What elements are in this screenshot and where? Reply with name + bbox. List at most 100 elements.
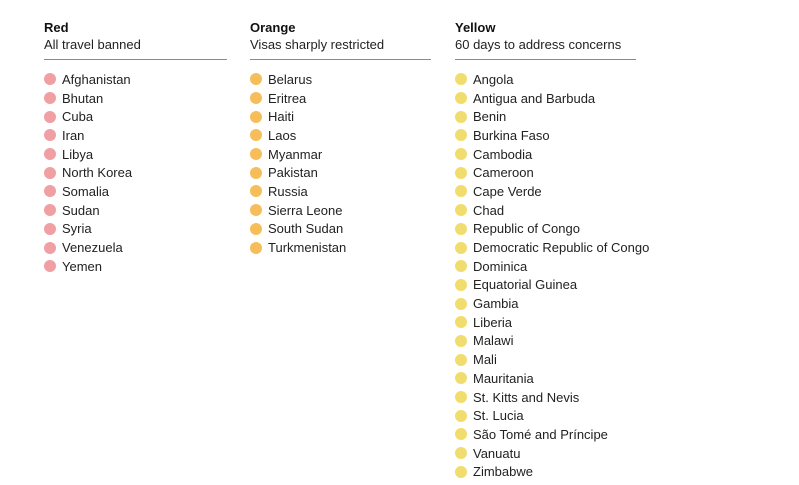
- country-item: Syria: [44, 220, 227, 239]
- yellow-column-title: Yellow: [455, 20, 496, 35]
- orange-dot-icon: [250, 241, 262, 254]
- country-item: Eritrea: [250, 89, 431, 108]
- country-name: Cambodia: [473, 146, 533, 162]
- country-item: São Tomé and Príncipe: [455, 425, 636, 444]
- yellow-dot-icon: [455, 73, 467, 86]
- country-item: Dominica: [455, 257, 636, 276]
- yellow-dot-icon: [455, 372, 467, 385]
- red-dot-icon: [44, 166, 56, 179]
- red-dot-icon: [44, 222, 56, 235]
- orange-column-header: Orange Visas sharply restricted: [250, 20, 431, 60]
- yellow-country-list: Angola Antigua and Barbuda Benin Burkina Fa…: [455, 70, 649, 481]
- country-item: Liberia: [455, 313, 636, 332]
- country-name: Cameroon: [473, 165, 534, 181]
- country-item: Angola: [455, 70, 636, 89]
- country-item: Republic of Congo: [455, 220, 636, 239]
- country-item: Burkina Faso: [455, 126, 636, 145]
- country-name: North Korea: [62, 165, 133, 181]
- orange-column-title: Orange: [250, 20, 296, 35]
- country-item: Somalia: [44, 182, 227, 201]
- country-item: Libya: [44, 145, 227, 164]
- country-name: Chad: [473, 202, 505, 218]
- yellow-dot-icon: [455, 92, 467, 105]
- yellow-dot-icon: [455, 241, 467, 254]
- yellow-dot-icon: [455, 278, 467, 291]
- country-item: Myanmar: [250, 145, 431, 164]
- yellow-dot-icon: [455, 166, 467, 179]
- country-item: Democratic Republic of Congo: [455, 238, 649, 257]
- yellow-dot-icon: [455, 260, 467, 273]
- country-item: Cape Verde: [455, 182, 636, 201]
- country-name: Republic of Congo: [473, 221, 580, 237]
- country-item: Afghanistan: [44, 70, 227, 89]
- yellow-dot-icon: [455, 204, 467, 217]
- orange-dot-icon: [250, 166, 262, 179]
- country-name: Afghanistan: [62, 71, 131, 87]
- country-item: Cambodia: [455, 145, 636, 164]
- country-item: South Sudan: [250, 220, 431, 239]
- country-name: Bhutan: [62, 90, 104, 106]
- country-name: Somalia: [62, 183, 109, 199]
- country-name: Cape Verde: [473, 183, 542, 199]
- country-name: Iran: [62, 127, 85, 143]
- orange-country-list: Belarus Eritrea Haiti Laos Myanmar Pakistan Ru…: [250, 70, 431, 257]
- country-item: Iran: [44, 126, 227, 145]
- yellow-dot-icon: [455, 110, 467, 123]
- country-name: Gambia: [473, 296, 519, 312]
- yellow-dot-icon: [455, 391, 467, 404]
- country-name: Pakistan: [268, 165, 318, 181]
- yellow-dot-icon: [455, 297, 467, 310]
- country-name: Angola: [473, 71, 514, 87]
- country-item: Pakistan: [250, 163, 431, 182]
- yellow-column-header: Yellow 60 days to address concerns: [455, 20, 636, 60]
- yellow-dot-icon: [455, 447, 467, 460]
- orange-dot-icon: [250, 110, 262, 123]
- country-item: Malawi: [455, 332, 636, 351]
- yellow-dot-icon: [455, 428, 467, 441]
- orange-dot-icon: [250, 129, 262, 142]
- yellow-dot-icon: [455, 334, 467, 347]
- yellow-dot-icon: [455, 465, 467, 478]
- country-item: Antigua and Barbuda: [455, 89, 636, 108]
- country-name: Cuba: [62, 109, 94, 125]
- country-item: Mauritania: [455, 369, 636, 388]
- red-dot-icon: [44, 73, 56, 86]
- country-name: Myanmar: [268, 146, 323, 162]
- country-item: Equatorial Guinea: [455, 276, 636, 295]
- country-name: Zimbabwe: [473, 464, 533, 480]
- country-name: Mali: [473, 352, 497, 368]
- country-item: Laos: [250, 126, 431, 145]
- country-item: Gambia: [455, 294, 636, 313]
- orange-column-subtitle: Visas sharply restricted: [250, 37, 385, 52]
- country-name: Sudan: [62, 202, 100, 218]
- country-name: Yemen: [62, 258, 102, 274]
- country-item: Sierra Leone: [250, 201, 431, 220]
- red-dot-icon: [44, 260, 56, 273]
- country-name: Mauritania: [473, 370, 534, 386]
- country-item: Bhutan: [44, 89, 227, 108]
- country-name: Venezuela: [62, 240, 123, 256]
- country-item: Chad: [455, 201, 636, 220]
- red-country-list: Afghanistan Bhutan Cuba Iran Libya North Kore…: [44, 70, 227, 276]
- country-name: Libya: [62, 146, 94, 162]
- red-column-title: Red: [44, 20, 69, 35]
- country-item: Sudan: [44, 201, 227, 220]
- yellow-dot-icon: [455, 353, 467, 366]
- country-name: Dominica: [473, 258, 528, 274]
- yellow-dot-icon: [455, 129, 467, 142]
- red-column-subtitle: All travel banned: [44, 37, 141, 52]
- country-item: North Korea: [44, 163, 227, 182]
- country-name: Malawi: [473, 333, 514, 349]
- orange-dot-icon: [250, 185, 262, 198]
- country-name: Sierra Leone: [268, 202, 343, 218]
- red-dot-icon: [44, 129, 56, 142]
- country-item: Venezuela: [44, 238, 227, 257]
- country-name: Russia: [268, 183, 308, 199]
- country-name: Haiti: [268, 109, 295, 125]
- country-item: Benin: [455, 107, 636, 126]
- red-dot-icon: [44, 148, 56, 161]
- country-item: Vanuatu: [455, 444, 636, 463]
- country-name: Equatorial Guinea: [473, 277, 578, 293]
- country-name: Eritrea: [268, 90, 307, 106]
- country-name: Vanuatu: [473, 445, 521, 461]
